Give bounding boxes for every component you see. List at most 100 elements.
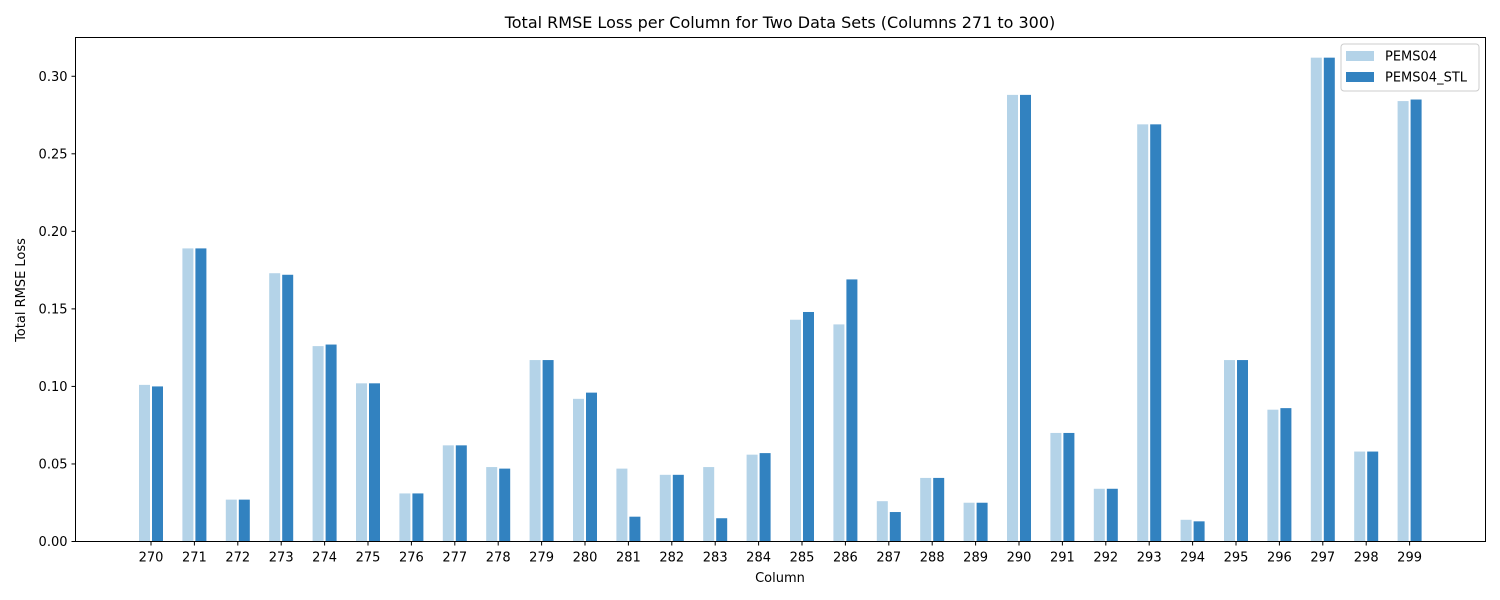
bar [1007, 94, 1018, 542]
x-tick-label: 292 [1093, 551, 1118, 566]
x-tick-label: 283 [703, 551, 728, 566]
bar [1367, 451, 1379, 542]
x-tick-label: 284 [746, 551, 771, 566]
bar [659, 474, 671, 542]
bar [1237, 360, 1248, 542]
x-tick-label: 282 [659, 551, 684, 566]
x-tick-label: 280 [573, 551, 598, 566]
bar [499, 468, 511, 542]
x-tick-label: 298 [1354, 551, 1379, 566]
bar [846, 279, 858, 542]
y-axis-label: Total RMSE Loss [14, 238, 29, 343]
bar [356, 383, 367, 542]
x-tick-label: 294 [1180, 551, 1205, 566]
bar-series-pems04-stl [152, 57, 1422, 542]
bar [1397, 101, 1409, 542]
legend-label: PEMS04 [1385, 50, 1437, 65]
bar [225, 499, 237, 542]
bar [1354, 451, 1366, 542]
legend-swatch [1346, 51, 1374, 61]
x-tick-label: 273 [269, 551, 294, 566]
x-axis-label: Column [755, 571, 805, 586]
bar-series-group [139, 57, 1422, 542]
y-tick-label: 0.05 [39, 457, 68, 472]
x-tick-label: 275 [356, 551, 381, 566]
x-tick-label: 293 [1137, 551, 1162, 566]
x-tick-label: 270 [139, 551, 164, 566]
bar [1150, 124, 1162, 542]
bar [616, 468, 628, 542]
y-tick-label: 0.25 [39, 147, 68, 162]
legend-swatch [1346, 72, 1374, 82]
bar [920, 477, 932, 542]
y-tick-label: 0.00 [39, 535, 68, 550]
bar [703, 467, 715, 542]
bar [746, 454, 758, 542]
bar [139, 384, 150, 542]
x-tick-label: 277 [442, 551, 467, 566]
bar [1180, 519, 1192, 542]
y-tick-label: 0.30 [39, 70, 68, 85]
bar [629, 516, 641, 542]
x-tick-label: 290 [1007, 551, 1032, 566]
bar [195, 248, 207, 542]
bar [1280, 408, 1292, 542]
bar [1267, 409, 1279, 542]
bar [312, 346, 324, 542]
bar [1020, 94, 1031, 542]
bar [325, 344, 337, 542]
bar [790, 319, 801, 542]
bar [455, 445, 467, 542]
y-tick-label: 0.10 [39, 380, 68, 395]
bar [369, 383, 380, 542]
bar [1063, 432, 1075, 542]
x-tick-label: 286 [833, 551, 858, 566]
x-tick-label: 289 [963, 551, 988, 566]
bar [759, 453, 771, 542]
x-tick-label: 297 [1310, 551, 1335, 566]
bar [672, 474, 684, 542]
bar [933, 477, 945, 542]
plot-frame [75, 37, 1486, 542]
chart-title: Total RMSE Loss per Column for Two Data … [504, 13, 1056, 32]
bar [876, 501, 888, 542]
bar [412, 493, 424, 542]
x-tick-label: 279 [529, 551, 554, 566]
bar [442, 445, 454, 542]
bar [803, 311, 814, 542]
y-axis-ticks: 0.00 0.05 0.10 0.15 0.20 0.25 0.30 [39, 70, 76, 550]
x-tick-label: 285 [790, 551, 815, 566]
bar [963, 502, 975, 542]
x-tick-label: 281 [616, 551, 641, 566]
x-tick-label: 278 [486, 551, 511, 566]
x-tick-label: 299 [1397, 551, 1422, 566]
bar [1137, 124, 1149, 542]
bar [976, 502, 988, 542]
bar [542, 360, 554, 542]
bar [1050, 432, 1062, 542]
x-tick-label: 288 [920, 551, 945, 566]
bar-series-pems04 [139, 57, 1409, 542]
bar [1193, 521, 1205, 542]
bar [182, 248, 194, 542]
bar [889, 512, 901, 542]
y-tick-label: 0.20 [39, 225, 68, 240]
bar [1106, 488, 1118, 542]
bar [1323, 57, 1335, 542]
bar [529, 360, 541, 542]
legend-box [1340, 43, 1480, 92]
legend-label: PEMS04_STL [1385, 71, 1468, 86]
x-tick-label: 276 [399, 551, 424, 566]
bar [586, 392, 597, 542]
x-tick-label: 291 [1050, 551, 1075, 566]
bar [1224, 360, 1235, 542]
bar [1093, 488, 1105, 542]
bar [238, 499, 250, 542]
bar [152, 386, 163, 542]
x-tick-label: 274 [312, 551, 337, 566]
legend: PEMS04 PEMS04_STL [1340, 43, 1480, 92]
bar [282, 274, 294, 542]
bar [1410, 99, 1422, 542]
x-tick-label: 295 [1224, 551, 1249, 566]
